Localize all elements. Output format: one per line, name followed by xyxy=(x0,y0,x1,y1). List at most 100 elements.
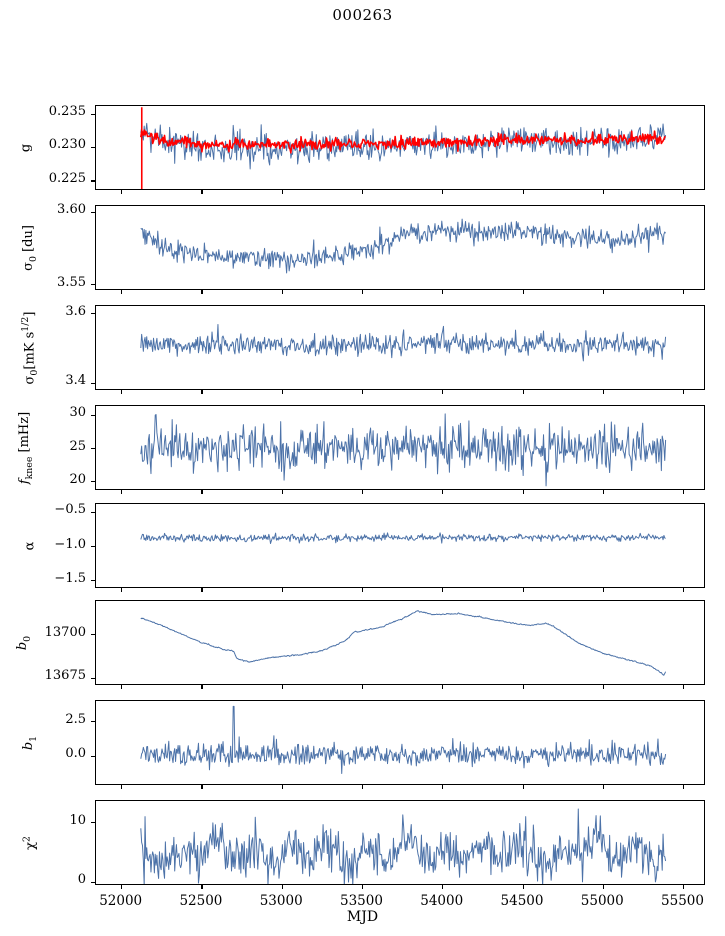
x-tick-mark xyxy=(201,289,203,294)
panel-chi2 xyxy=(91,800,705,889)
panel-fknee xyxy=(91,405,705,494)
x-tick-mark xyxy=(281,189,283,194)
x-tick-label: 54500 xyxy=(500,893,544,909)
y-tick-label: 0.230 xyxy=(48,137,86,153)
y-tick-label: −1.5 xyxy=(54,570,86,586)
x-tick-mark xyxy=(602,587,604,592)
series-line xyxy=(140,323,667,362)
x-tick-mark xyxy=(121,289,123,294)
y-tick-label: 13675 xyxy=(44,668,86,684)
y-tick-mark xyxy=(91,414,96,416)
series-line xyxy=(140,413,667,487)
x-tick-mark xyxy=(442,884,444,889)
y-tick-label: 3.4 xyxy=(65,373,86,389)
x-tick-mark xyxy=(442,684,444,689)
x-tick-mark xyxy=(361,389,364,394)
y-tick-mark xyxy=(91,113,96,115)
y-tick-mark xyxy=(91,313,96,315)
plot-area-sigma0-mk xyxy=(140,323,667,362)
x-tick-label: 55500 xyxy=(661,893,704,909)
plot-area-b1 xyxy=(140,705,667,775)
x-tick-mark xyxy=(281,784,283,789)
plot-area-alpha xyxy=(140,532,666,544)
y-tick-label: 10 xyxy=(69,812,86,828)
x-tick-mark xyxy=(442,189,444,194)
y-tick-mark xyxy=(91,755,96,757)
x-tick-mark xyxy=(121,587,123,592)
panel-alpha xyxy=(91,503,705,592)
x-tick-mark xyxy=(683,289,685,294)
x-axis-label: MJD xyxy=(346,909,379,925)
x-tick-mark xyxy=(602,884,604,889)
y-tick-mark xyxy=(91,481,96,483)
x-tick-label: 55000 xyxy=(580,893,624,909)
x-tick-mark xyxy=(522,587,524,592)
y-tick-label: 3.60 xyxy=(57,202,86,218)
panel-sigma0-mk xyxy=(91,305,705,394)
x-tick-mark xyxy=(442,489,444,494)
x-tick-mark xyxy=(602,684,604,689)
y-tick-mark xyxy=(91,721,96,723)
x-tick-mark xyxy=(201,884,203,889)
x-tick-mark xyxy=(522,784,524,789)
x-tick-mark xyxy=(121,884,123,889)
x-tick-label: 53500 xyxy=(339,893,383,909)
x-tick-label: 52000 xyxy=(99,893,143,909)
series-line xyxy=(140,129,666,154)
series-line xyxy=(140,122,667,170)
y-axis-label: b0 xyxy=(15,635,33,650)
x-tick-mark xyxy=(522,189,524,194)
x-tick-mark xyxy=(522,289,524,294)
y-tick-label: 3.6 xyxy=(65,303,86,319)
x-tick-mark xyxy=(121,189,123,194)
plot-area-fknee xyxy=(140,413,667,487)
y-tick-mark xyxy=(91,180,96,182)
x-tick-mark xyxy=(442,784,444,789)
y-tick-mark xyxy=(91,284,96,286)
x-tick-mark xyxy=(683,489,685,494)
y-tick-mark xyxy=(91,677,96,679)
y-axis-label: σ0 [du] xyxy=(21,224,39,271)
series-line xyxy=(140,705,667,775)
plot-area-sigma0-du xyxy=(140,218,667,274)
x-tick-mark xyxy=(602,784,604,789)
x-tick-mark xyxy=(281,289,283,294)
x-tick-mark xyxy=(201,784,203,789)
y-axis-label: σ0[mK s1/2] xyxy=(20,311,40,384)
y-axis-label: g xyxy=(18,143,34,152)
x-tick-mark xyxy=(201,189,203,194)
x-tick-mark xyxy=(442,389,444,394)
y-tick-mark xyxy=(91,382,96,384)
x-tick-mark xyxy=(361,587,364,592)
y-axis-label: χ2 xyxy=(21,835,39,850)
x-tick-label: 53000 xyxy=(259,893,303,909)
x-tick-mark xyxy=(121,784,123,789)
x-tick-label: 54000 xyxy=(420,893,464,909)
y-tick-label: 2.5 xyxy=(65,711,86,727)
x-tick-mark xyxy=(281,587,283,592)
x-tick-mark xyxy=(522,884,524,889)
x-tick-mark xyxy=(683,587,685,592)
y-tick-label: 0.235 xyxy=(48,104,86,120)
y-tick-label: 0.225 xyxy=(48,170,86,186)
plot-area-chi2 xyxy=(140,808,667,884)
x-tick-mark xyxy=(361,289,364,294)
x-tick-mark xyxy=(361,489,364,494)
x-tick-mark xyxy=(361,189,364,194)
x-tick-mark xyxy=(602,489,604,494)
x-tick-mark xyxy=(602,389,604,394)
series-line xyxy=(140,218,667,274)
x-tick-mark xyxy=(281,389,283,394)
x-tick-mark xyxy=(442,587,444,592)
x-tick-mark xyxy=(361,684,364,689)
x-tick-mark xyxy=(201,389,203,394)
y-tick-mark xyxy=(91,634,96,636)
y-tick-mark xyxy=(91,580,96,582)
x-tick-mark xyxy=(201,587,203,592)
plot-area-g xyxy=(140,107,667,189)
x-tick-mark xyxy=(683,884,685,889)
y-tick-label: 30 xyxy=(69,405,86,421)
series-line xyxy=(140,610,667,676)
panel-b0 xyxy=(91,600,705,689)
x-tick-mark xyxy=(281,684,283,689)
